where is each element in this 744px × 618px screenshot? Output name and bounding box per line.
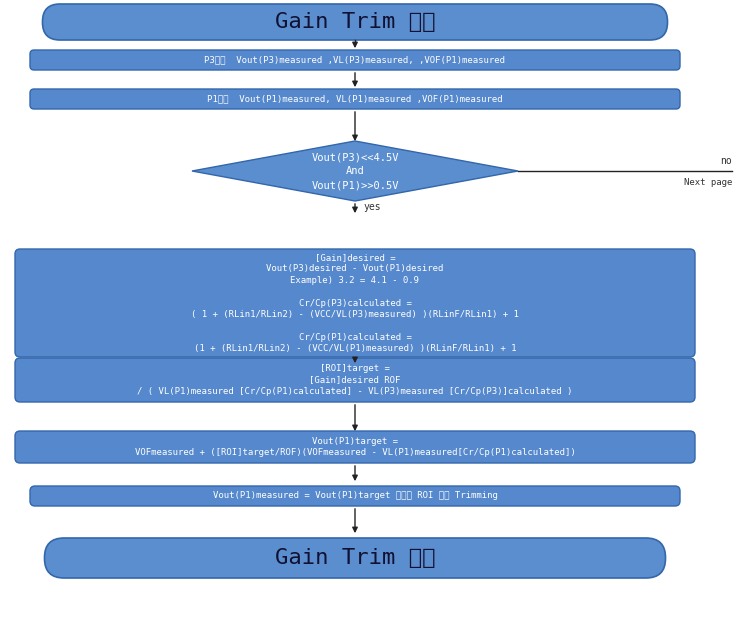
Text: Gain Trim 완료: Gain Trim 완료 xyxy=(275,548,435,568)
FancyBboxPatch shape xyxy=(30,486,680,506)
Text: Vout(P1)target =
VOFmeasured + ([ROI]target/ROF)(VOFmeasured - VL(P1)measured[Cr: Vout(P1)target = VOFmeasured + ([ROI]tar… xyxy=(135,437,575,457)
Text: Vout(P3)<<4.5V
And
Vout(P1)>>0.5V: Vout(P3)<<4.5V And Vout(P1)>>0.5V xyxy=(311,152,399,190)
Polygon shape xyxy=(192,141,518,201)
Text: no: no xyxy=(720,156,732,166)
Text: Vout(P1)measured = Vout(P1)target 매까지 ROI 저항 Trimming: Vout(P1)measured = Vout(P1)target 매까지 RO… xyxy=(213,491,498,501)
Text: Next page: Next page xyxy=(684,178,732,187)
FancyBboxPatch shape xyxy=(30,89,680,109)
FancyBboxPatch shape xyxy=(15,249,695,357)
FancyBboxPatch shape xyxy=(42,4,667,40)
Text: yes: yes xyxy=(363,202,381,212)
FancyBboxPatch shape xyxy=(15,358,695,402)
Text: P1에서  Vout(P1)measured, VL(P1)measured ,VOF(P1)measured: P1에서 Vout(P1)measured, VL(P1)measured ,V… xyxy=(207,95,503,103)
Text: [Gain]desired =
Vout(P3)desired - Vout(P1)desired
Example) 3.2 = 4.1 - 0.9

Cr/C: [Gain]desired = Vout(P3)desired - Vout(P… xyxy=(191,253,519,353)
FancyBboxPatch shape xyxy=(45,538,665,578)
Text: Gain Trim 시작: Gain Trim 시작 xyxy=(275,12,435,32)
Text: P3에서  Vout(P3)measured ,VL(P3)measured, ,VOF(P1)measured: P3에서 Vout(P3)measured ,VL(P3)measured, ,… xyxy=(205,56,505,64)
FancyBboxPatch shape xyxy=(30,50,680,70)
Text: [ROI]target =
[Gain]desired ROF
/ ( VL(P1)measured [Cr/Cp(P1)calculated] - VL(P3: [ROI]target = [Gain]desired ROF / ( VL(P… xyxy=(138,364,573,396)
FancyBboxPatch shape xyxy=(15,431,695,463)
